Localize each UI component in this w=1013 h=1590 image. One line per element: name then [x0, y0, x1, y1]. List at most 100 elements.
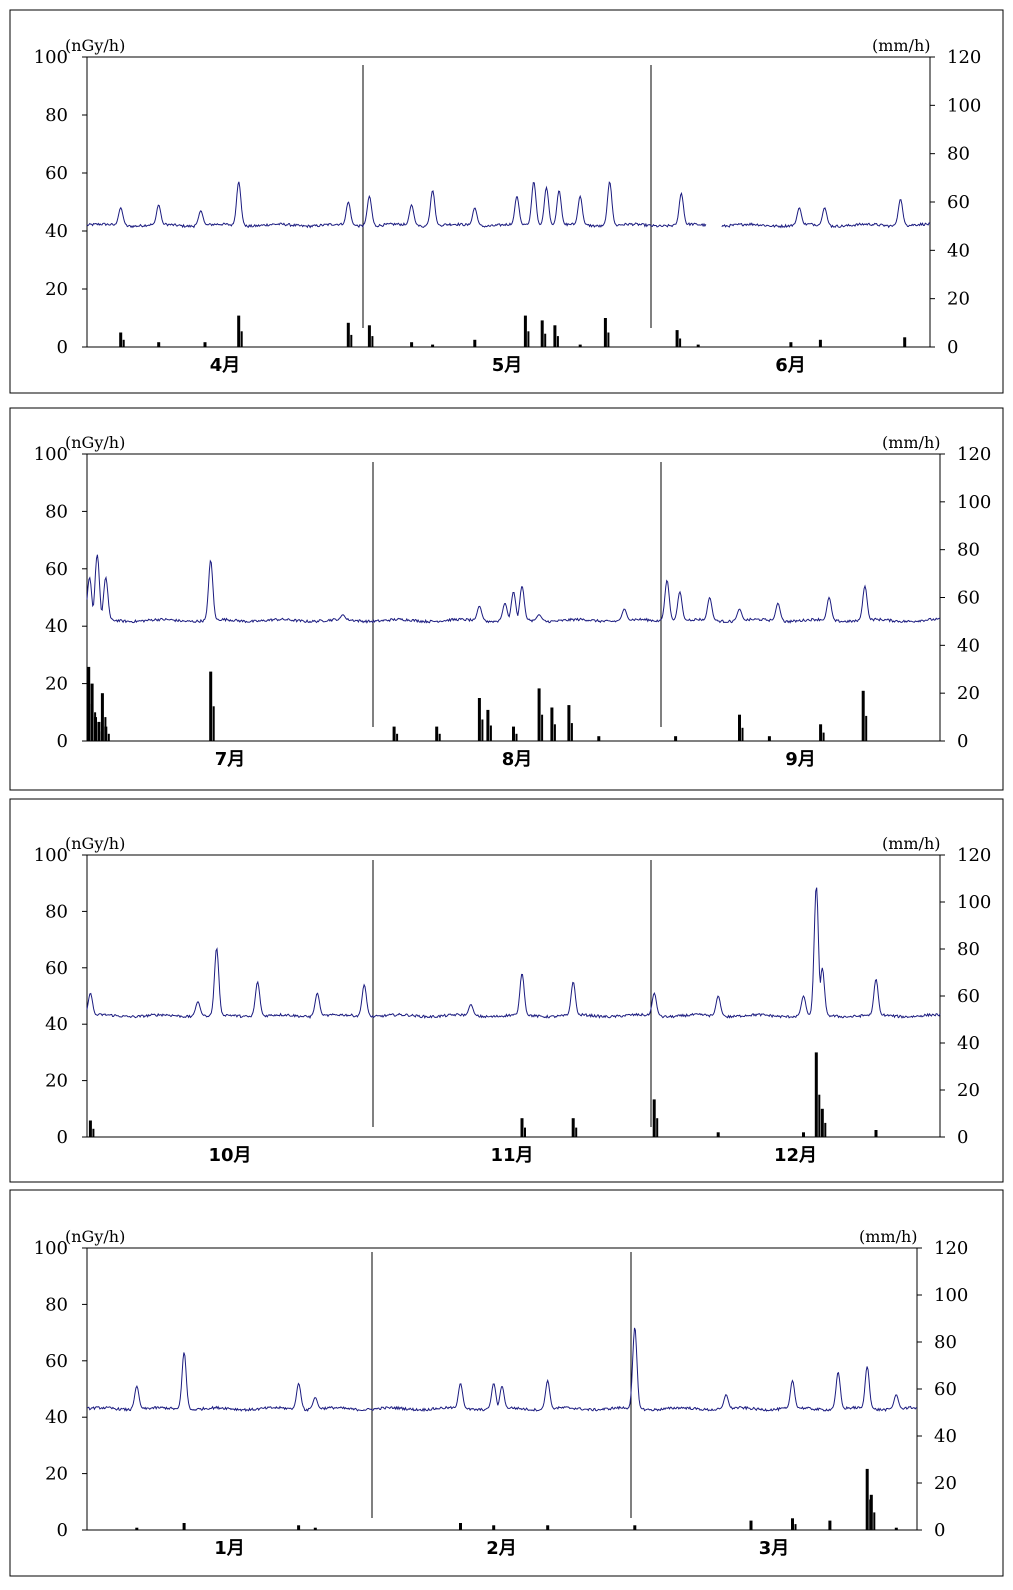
rainfall-bar [741, 727, 744, 741]
rainfall-bar [520, 1118, 524, 1137]
rainfall-bar [88, 1120, 92, 1137]
left-tick-label: 80 [45, 105, 68, 126]
rainfall-bar [87, 666, 91, 741]
rainfall-bar [674, 736, 678, 741]
rainfall-bar [371, 336, 374, 347]
left-tick-label: 100 [34, 47, 68, 68]
rainfall-bar [607, 332, 610, 347]
right-tick-label: 0 [947, 337, 958, 358]
rainfall-bar [512, 726, 515, 741]
rainfall-bar [824, 1122, 827, 1137]
month-label: 9月 [785, 749, 816, 770]
rainfall-bar [97, 721, 101, 741]
right-axis-unit: (mm/h) [859, 1227, 918, 1246]
month-label: 11月 [490, 1145, 533, 1166]
right-tick-label: 100 [957, 892, 991, 913]
left-axis-unit: (nGy/h) [65, 36, 125, 55]
rainfall-bar [438, 733, 441, 741]
month-label: 6月 [775, 355, 806, 376]
rainfall-bar [489, 725, 492, 741]
month-label: 5月 [492, 355, 523, 376]
left-tick-label: 100 [34, 444, 68, 465]
rainfall-bar [652, 1099, 656, 1137]
rainfall-bar [865, 1468, 869, 1530]
rainfall-bar [492, 1525, 496, 1530]
rainfall-bar [94, 717, 97, 741]
left-tick-label: 60 [45, 559, 68, 580]
rainfall-bar [675, 330, 679, 347]
rainfall-bar [679, 338, 682, 347]
rainfall-bar [822, 732, 825, 741]
rainfall-bar [92, 1128, 95, 1137]
right-tick-label: 120 [934, 1238, 968, 1259]
rainfall-bar [396, 733, 399, 741]
rainfall-bar [903, 337, 907, 347]
rainfall-bar [410, 342, 414, 347]
plot-area [86, 453, 941, 742]
rainfall-bar [874, 1130, 878, 1137]
left-tick-label: 0 [57, 731, 68, 752]
rainfall-bar [104, 726, 108, 741]
rainfall-bar [481, 719, 484, 741]
right-tick-label: 20 [947, 289, 970, 310]
rainfall-bar [818, 339, 822, 348]
left-tick-label: 100 [34, 1238, 68, 1259]
month-label: 3月 [759, 1538, 790, 1559]
right-tick-label: 40 [934, 1426, 957, 1447]
rainfall-bar [869, 1494, 873, 1531]
rainfall-bar [696, 344, 700, 347]
month-label: 10月 [208, 1145, 251, 1166]
rainfall-bar [90, 683, 94, 741]
right-tick-label: 40 [957, 1033, 980, 1054]
rainfall-bar [570, 723, 573, 741]
right-tick-label: 60 [947, 192, 970, 213]
right-axis-unit: (mm/h) [882, 834, 941, 853]
left-tick-label: 60 [45, 958, 68, 979]
rainfall-bar [367, 325, 371, 348]
month-label: 12月 [774, 1145, 817, 1166]
rainfall-bar [567, 705, 571, 741]
month-label: 8月 [502, 749, 533, 770]
month-label: 7月 [215, 749, 246, 770]
rainfall-bar [556, 336, 559, 347]
month-label: 2月 [486, 1538, 517, 1559]
panel-frame [9, 1189, 1004, 1577]
rainfall-bar [794, 1524, 797, 1530]
right-tick-label: 120 [947, 47, 981, 68]
rainfall-bar [313, 1527, 317, 1530]
rainfall-bar [873, 1512, 876, 1530]
right-tick-label: 100 [957, 492, 991, 513]
rainfall-bar [350, 334, 353, 347]
right-axis-unit: (mm/h) [872, 36, 931, 55]
rainfall-bar [537, 688, 541, 741]
left-tick-label: 80 [45, 901, 68, 922]
left-tick-label: 40 [45, 1407, 68, 1428]
right-tick-label: 60 [957, 588, 980, 609]
rainfall-bar [597, 736, 601, 741]
right-tick-label: 0 [957, 731, 968, 752]
rainfall-bar [209, 671, 213, 741]
left-tick-label: 20 [45, 674, 68, 695]
right-tick-label: 80 [957, 540, 980, 561]
right-tick-label: 80 [947, 144, 970, 165]
right-tick-label: 60 [934, 1379, 957, 1400]
rainfall-bar [157, 342, 161, 347]
rainfall-bar [820, 1108, 824, 1137]
left-tick-label: 20 [45, 279, 68, 300]
rainfall-bar [791, 1518, 794, 1531]
left-tick-label: 40 [45, 221, 68, 242]
month-label: 4月 [210, 355, 241, 376]
rainfall-bar [346, 322, 350, 347]
left-tick-label: 100 [34, 845, 68, 866]
right-tick-label: 20 [957, 683, 980, 704]
rainfall-bar [578, 344, 582, 347]
rainfall-bar [541, 714, 544, 741]
left-tick-label: 60 [45, 163, 68, 184]
month-label: 1月 [214, 1538, 245, 1559]
right-tick-label: 80 [934, 1332, 957, 1353]
rainfall-bar [540, 320, 544, 347]
left-axis-unit: (nGy/h) [65, 834, 125, 853]
right-tick-label: 100 [934, 1285, 968, 1306]
